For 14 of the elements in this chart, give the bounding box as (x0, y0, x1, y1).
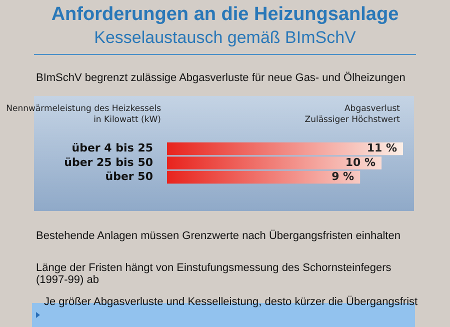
y-axis-title: Nennwärmeleistung des Heizkessels in Kilowatt (kW) (5, 104, 161, 126)
y-tick-label: über 25 bis 50 (64, 156, 154, 169)
text: Bestehende Anlagen müssen Grenzwerte nach Übergangsfristen einhalten (36, 230, 402, 242)
y-tick-label: über 50 (105, 170, 154, 184)
text: BImSchV begrenzt zulässige Abgasverluste für neue Gas- und Ölheizungen (36, 72, 406, 84)
data-label: 11 % (366, 142, 397, 155)
chart-subtitle: Kesselaustausch gemäß BImSchV (93, 28, 357, 48)
chart-title: Anforderungen an die Heizungsanlage (50, 4, 400, 26)
data-label: 9 % (332, 170, 354, 184)
y-tick-label: über 4 bis 25 (72, 142, 153, 155)
data-label: 10 % (345, 156, 376, 169)
text: Je größer Abgasverluste und Kesselleistung, desto kürzer die Übergangsfrist (44, 296, 419, 308)
text: Länge der Fristen hängt von Einstufungsmessung des Schornsteinfegers (1997-99) ab (36, 262, 392, 286)
x-axis-title: Abgasverlust Zulässiger Höchstwert (304, 104, 400, 126)
